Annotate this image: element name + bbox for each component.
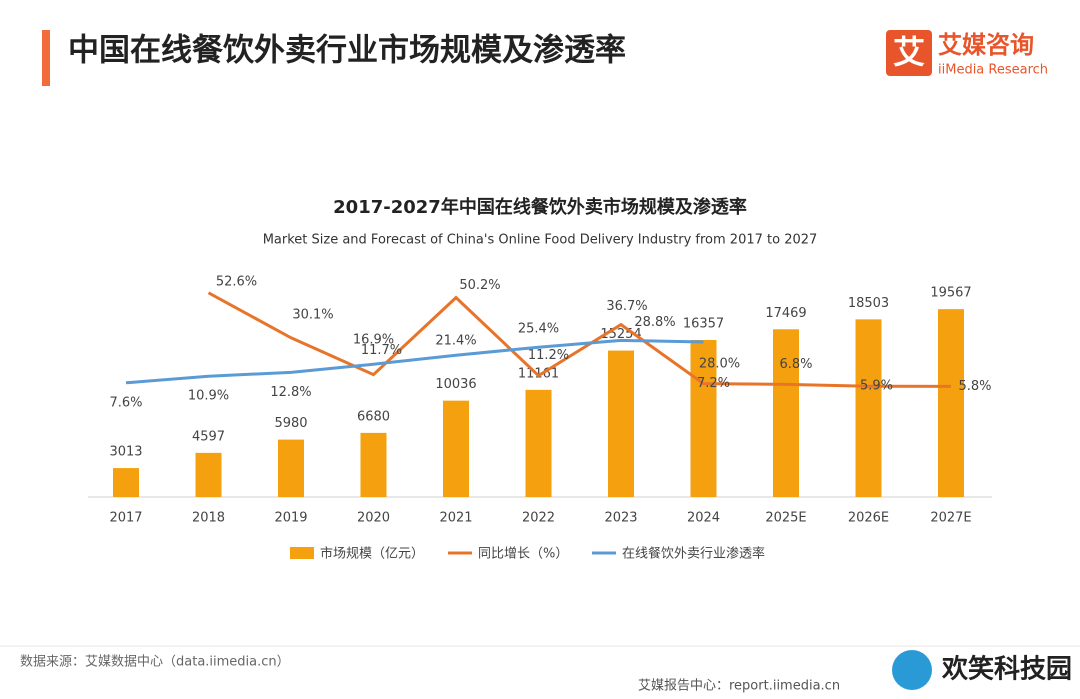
- logo-mark: 艾: [893, 33, 925, 71]
- x-tick-label: 2026E: [848, 511, 889, 526]
- bar: [938, 309, 964, 497]
- watermark-icon: [892, 650, 932, 690]
- bar-label: 5980: [274, 416, 307, 431]
- logo-box: [886, 30, 932, 76]
- watermark: 欢笑科技园: [941, 654, 1072, 685]
- line-label: 16.9%: [353, 333, 394, 348]
- line-label: 52.6%: [216, 274, 257, 289]
- bar-label: 6680: [357, 409, 390, 424]
- legend-label: 在线餐饮外卖行业渗透率: [622, 546, 765, 562]
- line-label: 21.4%: [435, 334, 476, 349]
- legend-label: 同比增长（%）: [478, 547, 568, 562]
- bar: [855, 319, 882, 497]
- line-label: 5.8%: [958, 379, 991, 394]
- bar-label: 19567: [930, 286, 971, 301]
- line-label: 7.2%: [697, 376, 730, 391]
- bar-label: 10036: [435, 377, 476, 392]
- page-title: 中国在线餐饮外卖行业市场规模及渗透率: [68, 33, 626, 69]
- x-tick-label: 2017: [109, 511, 142, 526]
- logo-name: 艾媒咨询: [938, 31, 1034, 59]
- bar: [608, 350, 634, 497]
- bar-label: 17469: [765, 306, 806, 321]
- bar-label: 16357: [683, 316, 724, 331]
- line-label: 11.7%: [361, 343, 402, 358]
- x-tick-label: 2023: [604, 511, 637, 526]
- line-label: 7.6%: [109, 395, 142, 410]
- logo-sub: iiMedia Research: [938, 63, 1048, 78]
- bar: [113, 468, 139, 497]
- line-label: 28.8%: [634, 315, 675, 330]
- line-label: 11.2%: [528, 348, 569, 363]
- line: [207, 291, 952, 388]
- x-tick-label: 2018: [192, 511, 225, 526]
- x-tick-label: 2020: [357, 511, 390, 526]
- bar: [443, 400, 469, 497]
- line-label: 36.7%: [606, 299, 647, 314]
- bar-label: 18503: [848, 296, 889, 311]
- line-label: 50.2%: [459, 278, 500, 293]
- bar: [278, 439, 304, 497]
- line: [125, 338, 704, 385]
- footer-report: 艾媒报告中心：report.iimedia.cn: [638, 679, 840, 694]
- chart-title: 2017-2027年中国在线餐饮外卖市场规模及渗透率: [333, 196, 747, 218]
- x-tick-label: 2027E: [930, 511, 971, 526]
- x-tick-label: 2022: [522, 511, 555, 526]
- chart-subtitle: Market Size and Forecast of China's Onli…: [263, 233, 818, 248]
- line-label: 10.9%: [188, 389, 229, 404]
- bar: [690, 339, 717, 497]
- x-tick-label: 2024: [687, 511, 720, 526]
- bar-label: 3013: [109, 445, 142, 460]
- line-label: 12.8%: [270, 385, 311, 400]
- x-tick-label: 2025E: [765, 511, 806, 526]
- bar: [773, 329, 799, 497]
- footer-source: 数据来源：艾媒数据中心（data.iimedia.cn）: [20, 655, 290, 670]
- legend-label: 市场规模（亿元）: [320, 546, 424, 562]
- bar: [195, 452, 222, 497]
- legend-swatch: [290, 547, 314, 559]
- bar: [525, 389, 552, 497]
- bar-label: 4597: [192, 429, 225, 444]
- plot: 2017 2018 2019 2020 2021 2022 2023 2024 2025E 202…: [109, 274, 991, 561]
- bar: [360, 432, 387, 497]
- line-label: 28.0%: [699, 357, 740, 372]
- line-label: 30.1%: [292, 307, 333, 322]
- x-tick-label: 2019: [274, 511, 307, 526]
- x-tick-label: 2021: [439, 511, 472, 526]
- line-label: 6.8%: [779, 357, 812, 372]
- line-label: 5.9%: [860, 379, 893, 394]
- title-accent: [42, 30, 50, 86]
- line-label: 25.4%: [518, 322, 559, 337]
